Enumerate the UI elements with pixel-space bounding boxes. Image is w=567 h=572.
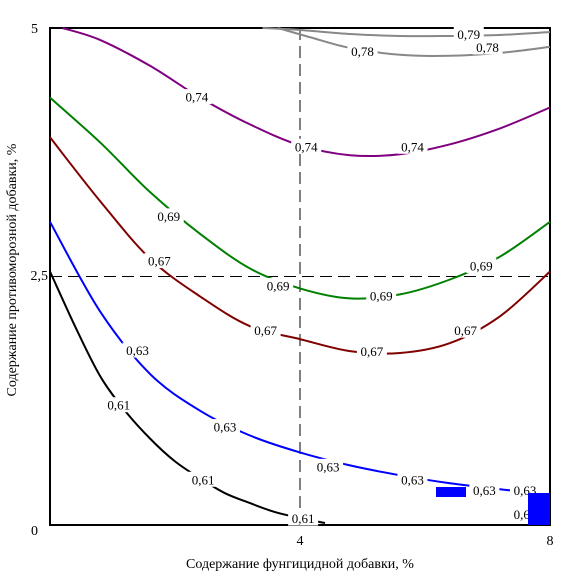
contour-label-background bbox=[144, 253, 175, 269]
contour-label-background bbox=[347, 43, 378, 59]
contour-label-0-63: 0,63 bbox=[214, 420, 237, 435]
contour-label-background bbox=[366, 287, 397, 303]
contour-label-0-67: 0,67 bbox=[148, 254, 171, 269]
contour-line-0-69 bbox=[49, 96, 551, 300]
contour-label-0-78: 0,78 bbox=[476, 40, 499, 55]
contour-fill-marks bbox=[436, 487, 550, 525]
contour-label-background bbox=[250, 322, 281, 338]
contour-label-background bbox=[210, 419, 240, 435]
contour-label-0-63: 0,63 bbox=[473, 483, 496, 498]
contour-line-0-79 bbox=[262, 27, 551, 38]
x-tick-label-8: 8 bbox=[547, 534, 554, 549]
contour-label-background bbox=[397, 138, 428, 154]
contour-label-background bbox=[356, 343, 387, 359]
contour-label-background bbox=[181, 89, 212, 105]
contour-label-0-61: 0,61 bbox=[292, 511, 315, 526]
contour-label-0-67: 0,67 bbox=[254, 323, 277, 338]
contour-label-0-69: 0,69 bbox=[157, 209, 180, 224]
contour-label-background bbox=[153, 208, 184, 224]
contour-label-background bbox=[288, 510, 319, 526]
contour-label-0-69: 0,69 bbox=[470, 259, 493, 274]
contour-label-background bbox=[291, 138, 322, 154]
contour-label-background bbox=[263, 277, 294, 293]
contour-label-background bbox=[397, 471, 428, 487]
contour-label-background bbox=[122, 342, 153, 358]
contour-label-0-78: 0,78 bbox=[351, 44, 374, 59]
contour-fill-mark bbox=[436, 487, 466, 497]
contour-line-0-61 bbox=[49, 271, 326, 524]
contour-label-0-74: 0,74 bbox=[401, 139, 424, 154]
contour-label-background bbox=[453, 26, 484, 42]
contour-label-0-69: 0,69 bbox=[370, 288, 393, 303]
contour-fill-mark bbox=[528, 493, 550, 525]
contour-label-0-74: 0,74 bbox=[295, 139, 318, 154]
contour-label-background bbox=[472, 39, 503, 55]
contour-label-0-61: 0,61 bbox=[192, 472, 215, 487]
contour-label-background bbox=[469, 482, 500, 498]
y-tick-label-0: 0 bbox=[31, 524, 38, 539]
contour-label-background bbox=[466, 258, 497, 274]
contour-label-0-61: 0,61 bbox=[107, 398, 130, 413]
contour-line-0-63 bbox=[49, 221, 538, 495]
contour-label-0-63: 0,63 bbox=[317, 459, 340, 474]
x-axis-title: Содержание фунгицидной добавки, % bbox=[186, 557, 414, 572]
contour-label-background bbox=[188, 471, 219, 487]
contour-label-0-79: 0,79 bbox=[457, 27, 480, 42]
contour-label-0-67: 0,67 bbox=[361, 344, 384, 359]
contour-label-0-63: 0,63 bbox=[126, 343, 149, 358]
y-axis-title: Содержание противоморозной добавки, % bbox=[5, 143, 20, 396]
x-tick-label-4: 4 bbox=[297, 534, 304, 549]
contour-label-0-69: 0,69 bbox=[267, 278, 290, 293]
contour-label-background bbox=[103, 397, 134, 413]
contour-label-background bbox=[450, 322, 481, 338]
y-tick-label-5: 5 bbox=[31, 22, 38, 37]
y-tick-label-2-5: 2,5 bbox=[31, 269, 49, 284]
contour-label-background bbox=[313, 458, 344, 474]
contour-label-0-67: 0,67 bbox=[454, 323, 477, 338]
contour-label-0-63: 0,63 bbox=[401, 472, 424, 487]
contour-label-0-74: 0,74 bbox=[186, 90, 209, 105]
